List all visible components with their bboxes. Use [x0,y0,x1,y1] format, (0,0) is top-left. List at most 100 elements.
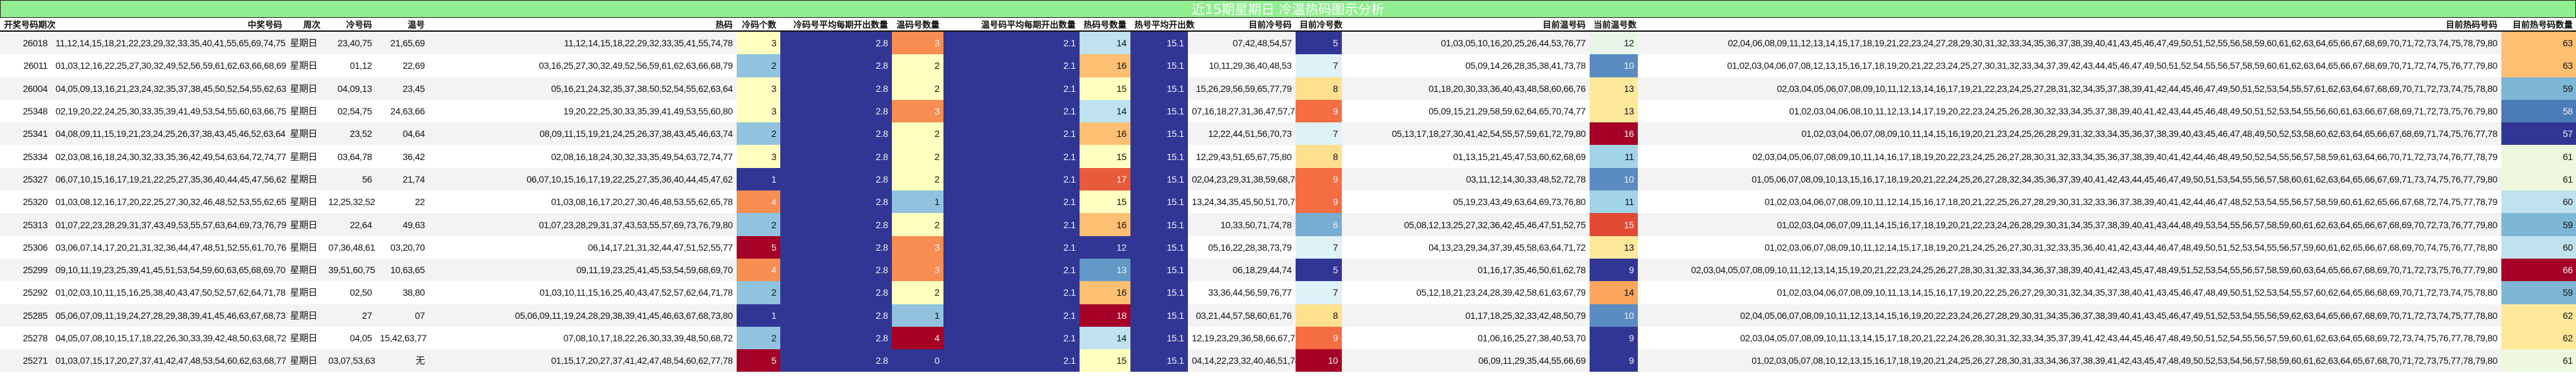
cold-avg-cell: 2.8 [780,167,892,191]
table-row[interactable]: 25292 01,02,03,10,11,15,16,25,38,40,43,47… [0,281,2576,304]
table-row[interactable]: 25278 04,05,07,08,10,15,17,18,22,26,30,33… [0,326,2576,350]
col-week[interactable]: 周次 [286,18,324,32]
cold-avg-cell: 2.8 [780,281,892,304]
table-row[interactable]: 25285 05,06,07,09,11,19,24,27,28,29,38,39… [0,304,2576,327]
warm-count-cell: 2 [892,167,943,191]
numbers-cell: 04,05,07,08,10,15,17,18,22,26,30,33,39,4… [52,326,286,350]
table-row[interactable]: 25348 02,19,20,22,24,25,30,33,35,39,41,49… [0,99,2576,123]
hot-avg-cell: 15.1 [1130,54,1188,77]
table-row[interactable]: 26011 01,03,12,16,22,25,27,30,32,49,52,56… [0,54,2576,77]
cold-avg-cell: 2.8 [780,122,892,146]
col-cur-cold-count[interactable]: 目前冷号数 [1296,18,1343,32]
col-warm-count[interactable]: 温码号数量 [892,18,943,32]
hot-codes-cell: 05,16,21,24,32,35,37,38,50,52,54,55,62,6… [429,77,737,100]
cold-count-cell: 5 [737,235,780,259]
table-row[interactable]: 25306 03,06,07,14,17,20,21,31,32,36,44,47… [0,235,2576,259]
col-cur-warm[interactable]: 目前温号码 [1342,18,1590,32]
table-row[interactable]: 25320 01,03,08,12,16,17,20,22,25,27,30,32… [0,190,2576,214]
col-cur-hot-count[interactable]: 目前热号码数量 [2501,18,2576,32]
warm-avg-cell: 2.1 [943,54,1080,77]
period-cell: 26011 [0,54,52,77]
current-hot-codes-cell: 01,02,03,06,07,08,09,10,11,12,14,15,17,1… [1638,235,2501,259]
warm-avg-cell: 2.1 [943,349,1080,372]
warm-codes-cell: 15,42,63,77 [376,326,429,350]
col-cur-hot[interactable]: 目前热码号码 [1638,18,2501,32]
cold-codes-cell: 56 [324,167,376,191]
cold-count-cell: 4 [737,190,780,214]
numbers-cell: 02,03,08,16,18,24,30,32,33,35,36,42,49,5… [52,145,286,168]
current-warm-count-cell: 14 [1590,281,1638,304]
warm-count-cell: 2 [892,145,943,168]
current-hot-count-cell: 61 [2501,349,2576,372]
current-cold-count-cell: 8 [1296,77,1342,100]
header-row: 开奖号码期次 中奖号码 周次 冷号码 温号 热码 冷码个数 冷码号平均每期开出数… [0,18,2576,32]
current-warm-codes-cell: 04,13,23,29,34,37,39,45,58,63,64,71,72 [1342,235,1590,259]
table-row[interactable]: 25313 01,07,22,23,28,29,31,37,43,49,53,55… [0,213,2576,236]
col-cold-avg[interactable]: 冷码号平均每期开出数量 [780,18,892,32]
numbers-cell: 01,02,03,10,11,15,16,25,38,40,43,47,50,5… [52,281,286,304]
col-numbers[interactable]: 中奖号码 [52,18,286,32]
cold-avg-cell: 2.8 [780,77,892,100]
current-cold-codes-cell: 13,24,34,35,45,50,51,70,71 [1188,190,1296,214]
current-warm-codes-cell: 03,11,12,14,30,33,48,52,72,78 [1342,167,1590,191]
numbers-cell: 04,08,09,11,15,19,21,23,24,25,26,37,38,4… [52,122,286,146]
current-warm-count-cell: 13 [1590,99,1638,123]
hot-avg-cell: 15.1 [1130,304,1188,327]
current-hot-count-cell: 59 [2501,77,2576,100]
warm-codes-cell: 38,80 [376,281,429,304]
hot-codes-cell: 01,07,23,28,29,31,37,43,53,55,57,69,73,7… [429,213,737,236]
current-warm-count-cell: 9 [1590,258,1638,282]
hot-count-cell: 16 [1080,122,1130,146]
cold-count-cell: 4 [737,258,780,282]
cold-avg-cell: 2.8 [780,258,892,282]
hot-avg-cell: 15.1 [1130,235,1188,259]
table-row[interactable]: 25334 02,03,08,16,18,24,30,32,33,35,36,42… [0,145,2576,168]
col-cur-cold[interactable]: 目前冷号码 [1188,18,1296,32]
numbers-cell: 09,10,11,19,23,25,39,41,45,51,53,54,59,6… [52,258,286,282]
hot-count-cell: 16 [1080,213,1130,236]
hot-avg-cell: 15.1 [1130,326,1188,350]
col-cold-count[interactable]: 冷码个数 [737,18,780,32]
hot-count-cell: 15 [1080,190,1130,214]
cold-count-cell: 1 [737,167,780,191]
warm-avg-cell: 2.1 [943,167,1080,191]
warm-avg-cell: 2.1 [943,281,1080,304]
warm-codes-cell: 04,64 [376,122,429,146]
warm-avg-cell: 2.1 [943,77,1080,100]
current-warm-codes-cell: 06,09,11,29,35,44,55,66,69 [1342,349,1590,372]
table-row[interactable]: 26004 04,05,09,13,16,21,23,24,32,35,37,38… [0,77,2576,100]
hot-codes-cell: 19,20,22,25,30,33,35,39,41,49,53,55,60,8… [429,99,737,123]
col-cur-warm-count[interactable]: 当前温号数 [1590,18,1638,32]
col-hot-avg[interactable]: 热号平均开出数 [1130,18,1195,32]
hot-avg-cell: 15.1 [1130,99,1188,123]
warm-count-cell: 2 [892,122,943,146]
col-period[interactable]: 开奖号码期次 [0,18,55,32]
week-cell: 星期日 [286,122,324,146]
col-warm[interactable]: 温号 [376,18,429,32]
hot-codes-cell: 07,08,10,17,18,22,26,30,33,39,48,50,68,7… [429,326,737,350]
current-hot-count-cell: 59 [2501,213,2576,236]
col-cold[interactable]: 冷号码 [324,18,376,32]
warm-codes-cell: 22,69 [376,54,429,77]
current-cold-codes-cell: 06,18,29,44,74 [1188,258,1296,282]
warm-avg-cell: 2.1 [943,213,1080,236]
current-cold-count-cell: 9 [1296,99,1342,123]
numbers-cell: 01,03,08,12,16,17,20,22,25,27,30,32,46,4… [52,190,286,214]
current-hot-count-cell: 59 [2501,281,2576,304]
col-hot-count[interactable]: 热码号数量 [1080,18,1130,32]
table-row[interactable]: 25327 06,07,10,15,16,17,19,21,22,25,27,35… [0,167,2576,191]
col-hot[interactable]: 热码 [429,18,737,32]
current-hot-count-cell: 57 [2501,122,2576,146]
hot-codes-cell: 01,03,08,16,17,20,27,30,46,48,53,55,62,6… [429,190,737,214]
col-warm-avg[interactable]: 温号码平均每期开出数量 [943,18,1080,32]
table-row[interactable]: 25341 04,08,09,11,15,19,21,23,24,25,26,37… [0,122,2576,146]
warm-avg-cell: 2.1 [943,304,1080,327]
numbers-cell: 04,05,09,13,16,21,23,24,32,35,37,38,45,5… [52,77,286,100]
table-row[interactable]: 26018 11,12,14,15,18,21,22,23,29,32,33,35… [0,31,2576,55]
table-row[interactable]: 25299 09,10,11,19,23,25,39,41,45,51,53,54… [0,258,2576,282]
current-cold-count-cell: 8 [1296,145,1342,168]
numbers-cell: 01,03,12,16,22,25,27,30,32,49,52,56,59,6… [52,54,286,77]
table-row[interactable]: 25271 01,03,07,15,17,20,27,37,41,42,47,48… [0,349,2576,372]
cold-avg-cell: 2.8 [780,326,892,350]
hot-avg-cell: 15.1 [1130,122,1188,146]
